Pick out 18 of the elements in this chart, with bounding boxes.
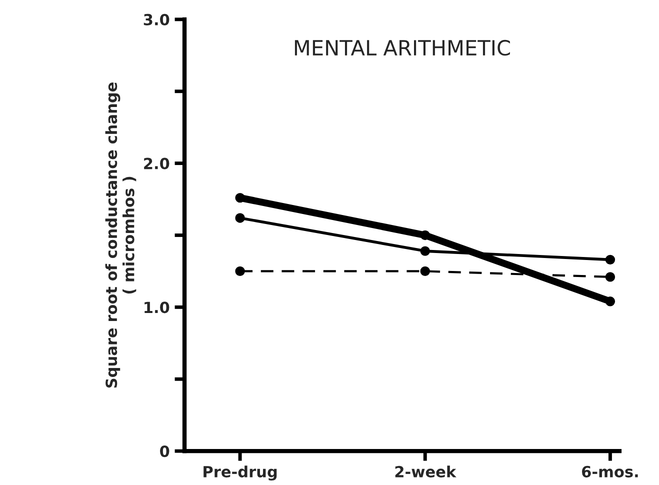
y-tick-label: 3.0 (144, 14, 170, 26)
text: MENTAL ARITHMETIC (294, 40, 510, 56)
y-tick-label: 1.0 (144, 302, 170, 314)
point (605, 296, 616, 306)
y-tick-label: 0 (160, 446, 170, 458)
point (235, 192, 245, 203)
point (235, 213, 245, 223)
x-tick-label: 6-mos. (582, 466, 638, 478)
x-tick-label: 2-week (395, 466, 456, 478)
x-tick-label: Pre-drug (204, 466, 277, 481)
point (605, 254, 616, 265)
y-axis-title: Square root of conductance change ( micromhos ) (105, 82, 136, 388)
point (420, 266, 430, 276)
point (420, 246, 430, 256)
y-tick-label: 2.0 (144, 158, 170, 170)
point (420, 230, 430, 240)
point (235, 266, 245, 276)
point (605, 272, 616, 282)
